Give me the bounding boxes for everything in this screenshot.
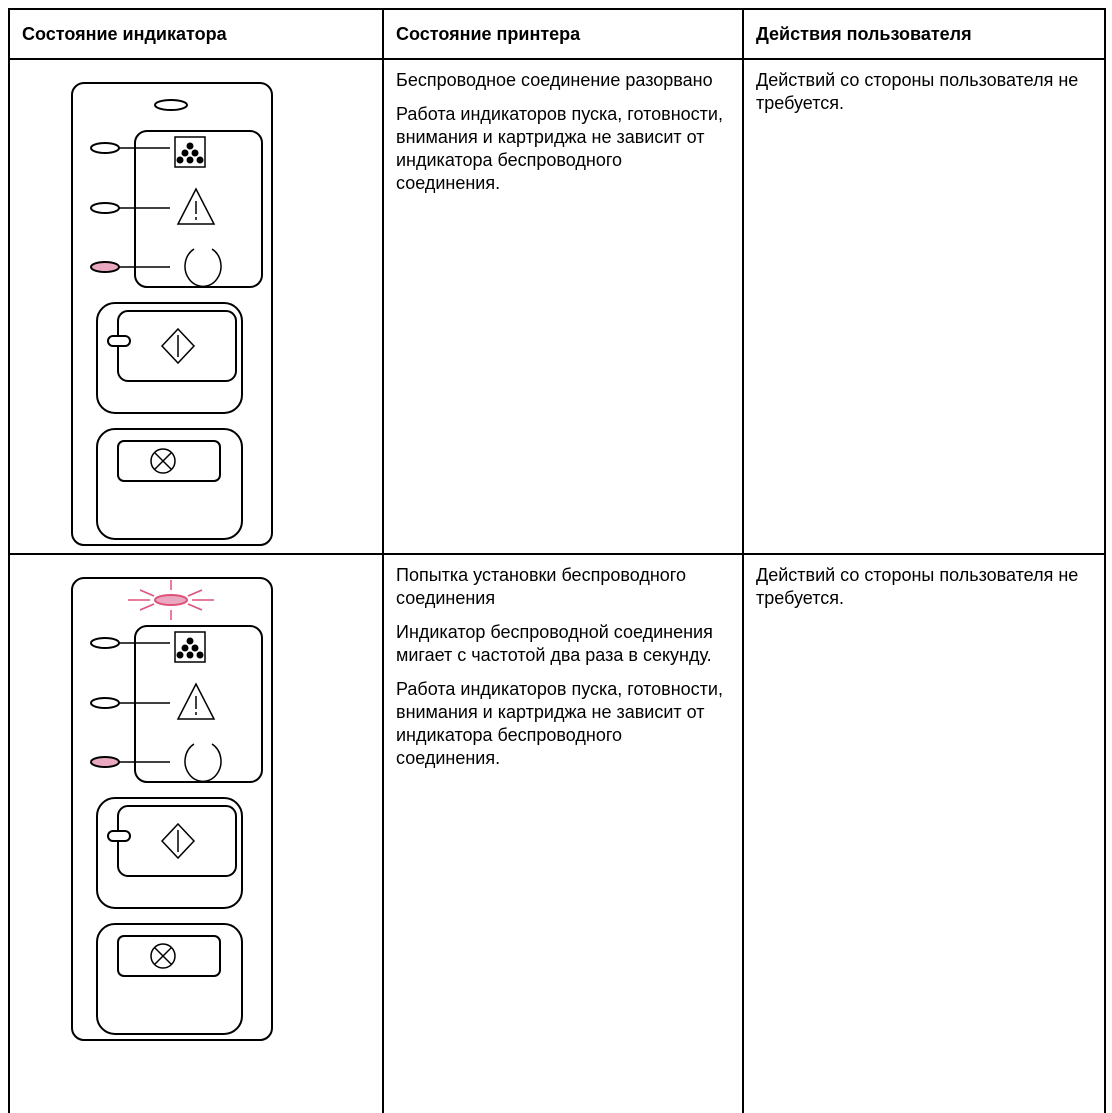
header-cell: Действия пользователя — [742, 8, 1106, 60]
row: Попытка установки беспроводного соединен… — [8, 553, 1106, 1113]
state-text: Беспроводное соединение разорвано — [396, 70, 713, 90]
state-text: Работа индикаторов пуска, готовности, вн… — [396, 104, 723, 193]
state-text: Индикатор беспроводной соединения мигает… — [396, 622, 713, 665]
action-cell: Действий со стороны пользователя не треб… — [742, 58, 1106, 555]
panel-cell — [8, 553, 384, 1113]
blink-rays — [128, 580, 214, 620]
control-panel — [71, 82, 273, 546]
state-cell: Попытка установки беспроводного соединен… — [382, 553, 744, 1113]
header-cell: Состояние принтера — [382, 8, 744, 60]
state-text: Работа индикаторов пуска, готовности, вн… — [396, 679, 723, 768]
state-text: Попытка установки беспроводного соединен… — [396, 565, 686, 608]
action-cell: Действий со стороны пользователя не треб… — [742, 553, 1106, 1113]
state-cell: Беспроводное соединение разорвано Работа … — [382, 58, 744, 555]
header-row: Состояние индикатора Состояние принтера … — [8, 8, 1106, 60]
control-panel — [71, 577, 273, 1041]
row: Беспроводное соединение разорвано Работа … — [8, 58, 1106, 555]
page: Состояние индикатора Состояние принтера … — [8, 8, 1106, 1113]
panel-cell — [8, 58, 384, 555]
status-table: Состояние индикатора Состояние принтера … — [8, 8, 1106, 1113]
header-cell: Состояние индикатора — [8, 8, 384, 60]
